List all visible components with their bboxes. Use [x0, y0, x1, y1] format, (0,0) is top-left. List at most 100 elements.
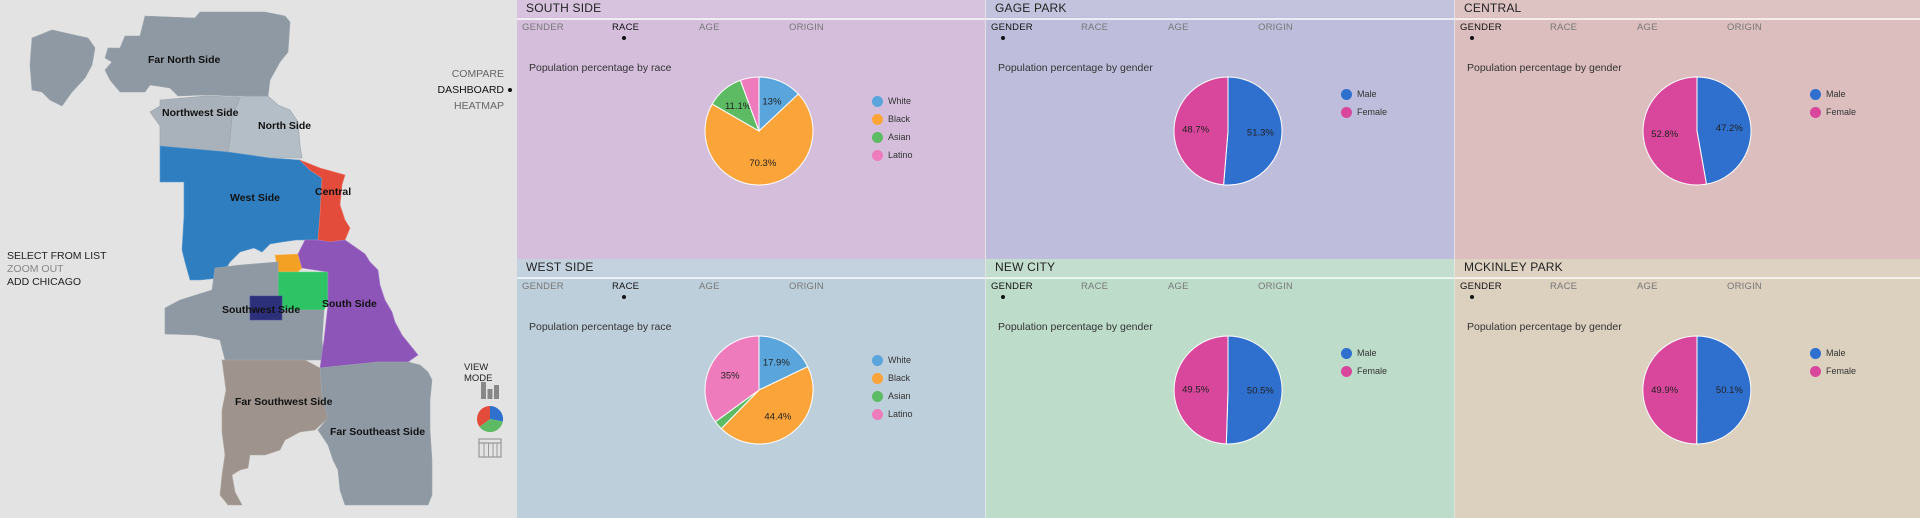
legend-item-black[interactable]: Black	[872, 113, 913, 131]
map-region-navy-community[interactable]	[249, 295, 283, 321]
chicago-map[interactable]: Far North Side Northwest Side North Side…	[0, 0, 516, 512]
active-tab-indicator	[622, 295, 626, 299]
pie-slice-male[interactable]	[1223, 76, 1283, 186]
legend-item-male[interactable]: Male	[1341, 347, 1387, 365]
active-tab-indicator	[1470, 36, 1474, 40]
table-icon[interactable]	[478, 438, 502, 458]
pie-slice-female[interactable]	[1173, 76, 1229, 186]
bar-chart-icon[interactable]	[479, 376, 501, 400]
pie-slice-female[interactable]	[1642, 335, 1698, 445]
legend-item-female[interactable]: Female	[1341, 106, 1387, 124]
map-region-south-side[interactable]	[297, 239, 419, 369]
tab-gender[interactable]: GENDER	[1460, 22, 1502, 33]
pie-slice-white[interactable]	[758, 335, 809, 391]
legend-label: Female	[1826, 366, 1857, 376]
pie-chart[interactable]: 17.9% 44.4% 35%	[699, 330, 819, 450]
legend-item-latino[interactable]: Latino	[872, 408, 913, 426]
nav-compare[interactable]: COMPARE	[451, 68, 504, 80]
tab-origin[interactable]: ORIGIN	[1258, 22, 1293, 33]
tab-race[interactable]: RACE	[1550, 281, 1578, 292]
legend-label: Asian	[888, 391, 911, 401]
nav-dashboard[interactable]: DASHBOARD	[437, 84, 504, 96]
legend-item-latino[interactable]: Latino	[872, 149, 913, 167]
pie-slice-black[interactable]	[720, 366, 814, 445]
pie-slice-male[interactable]	[1696, 76, 1752, 185]
legend-label: Female	[1357, 366, 1388, 376]
tab-age[interactable]: AGE	[699, 22, 720, 33]
slice-value-label: 47.2%	[1716, 123, 1743, 134]
legend-item-asian[interactable]: Asian	[872, 131, 913, 149]
panel-central: CENTRAL GENDER RACE AGE ORIGIN Population per…	[1455, 0, 1920, 259]
zoom-out-link[interactable]: ZOOM OUT	[7, 263, 64, 275]
tab-gender[interactable]: GENDER	[991, 22, 1033, 33]
nav-heatmap[interactable]: HEATMAP	[454, 100, 504, 112]
pie-slice-black[interactable]	[704, 93, 814, 186]
tab-gender[interactable]: GENDER	[1460, 281, 1502, 292]
legend-item-male[interactable]: Male	[1810, 347, 1856, 365]
pie-slice-male[interactable]	[1696, 335, 1752, 445]
tab-age[interactable]: AGE	[1637, 281, 1658, 292]
legend-item-female[interactable]: Female	[1810, 106, 1856, 124]
map-region-north-side[interactable]	[227, 95, 303, 159]
slice-value-label: 17.9%	[763, 358, 790, 369]
map-region-far-north-side-west[interactable]	[29, 29, 96, 107]
legend-swatch	[1810, 348, 1821, 359]
tab-age[interactable]: AGE	[1168, 281, 1189, 292]
tab-age[interactable]: AGE	[1168, 22, 1189, 33]
map-region-far-southwest-side[interactable]	[219, 359, 329, 506]
tab-origin[interactable]: ORIGIN	[789, 22, 824, 33]
map-region-orange-community[interactable]	[274, 253, 303, 273]
legend-item-white[interactable]: White	[872, 95, 913, 113]
tab-race[interactable]: RACE	[1081, 22, 1109, 33]
tab-race[interactable]: RACE	[1081, 281, 1109, 292]
tab-origin[interactable]: ORIGIN	[1727, 281, 1762, 292]
title-divider	[517, 277, 985, 279]
tab-gender[interactable]: GENDER	[522, 281, 564, 292]
legend-item-black[interactable]: Black	[872, 372, 913, 390]
select-from-list-link[interactable]: SELECT FROM LIST	[7, 250, 107, 262]
pie-chart-icon[interactable]	[476, 405, 504, 433]
panel-new-city: NEW CITY GENDER RACE AGE ORIGIN Population pe…	[986, 259, 1454, 518]
tab-origin[interactable]: ORIGIN	[1727, 22, 1762, 33]
pie-slice-female[interactable]	[1642, 76, 1708, 186]
pie-slice-latino[interactable]	[739, 76, 760, 132]
tab-race[interactable]: RACE	[612, 22, 640, 33]
legend-item-female[interactable]: Female	[1810, 365, 1856, 383]
pie-slice-male[interactable]	[1225, 335, 1283, 445]
map-region-northwest-side[interactable]	[149, 95, 241, 153]
panel-south-side: SOUTH SIDE GENDER RACE AGE ORIGIN Population …	[517, 0, 985, 259]
tab-race[interactable]: RACE	[1550, 22, 1578, 33]
pie-chart[interactable]: 50.5% 49.5%	[1168, 330, 1288, 450]
slice-value-label: 11.1%	[725, 101, 752, 112]
pie-chart[interactable]: 13% 70.3% 11.1%	[699, 71, 819, 191]
map-region-far-north-side[interactable]	[104, 11, 291, 97]
legend-item-white[interactable]: White	[872, 354, 913, 372]
legend-item-asian[interactable]: Asian	[872, 390, 913, 408]
tab-race[interactable]: RACE	[612, 281, 640, 292]
pie-chart[interactable]: 47.2% 52.8%	[1637, 71, 1757, 191]
tab-origin[interactable]: ORIGIN	[1258, 281, 1293, 292]
add-chicago-link[interactable]: ADD CHICAGO	[7, 276, 82, 288]
slice-value-label: 35%	[721, 370, 741, 381]
legend-label: Female	[1357, 107, 1388, 117]
tab-origin[interactable]: ORIGIN	[789, 281, 824, 292]
pie-chart[interactable]: 50.1% 49.9%	[1637, 330, 1757, 450]
pie-slice-female[interactable]	[1173, 335, 1229, 445]
slice-value-label: 52.8%	[1651, 129, 1678, 140]
legend-item-male[interactable]: Male	[1810, 88, 1856, 106]
legend-item-female[interactable]: Female	[1341, 365, 1387, 383]
legend-swatch	[872, 132, 883, 143]
tab-age[interactable]: AGE	[1637, 22, 1658, 33]
tab-gender[interactable]: GENDER	[522, 22, 564, 33]
tab-gender[interactable]: GENDER	[991, 281, 1033, 292]
pie-slice-latino[interactable]	[704, 335, 760, 423]
map-region-central[interactable]	[299, 159, 351, 243]
title-divider	[1455, 18, 1920, 20]
legend-swatch	[1810, 89, 1821, 100]
slice-value-label: 51.3%	[1247, 127, 1274, 138]
pie-chart[interactable]: 51.3% 48.7%	[1168, 71, 1288, 191]
legend-item-male[interactable]: Male	[1341, 88, 1387, 106]
map-region-far-southeast-side[interactable]	[317, 361, 433, 506]
tab-age[interactable]: AGE	[699, 281, 720, 292]
chart-title: Population percentage by gender	[998, 321, 1153, 333]
